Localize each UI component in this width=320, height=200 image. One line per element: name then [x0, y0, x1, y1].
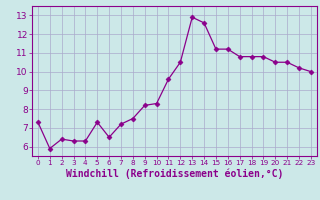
X-axis label: Windchill (Refroidissement éolien,°C): Windchill (Refroidissement éolien,°C): [66, 169, 283, 179]
